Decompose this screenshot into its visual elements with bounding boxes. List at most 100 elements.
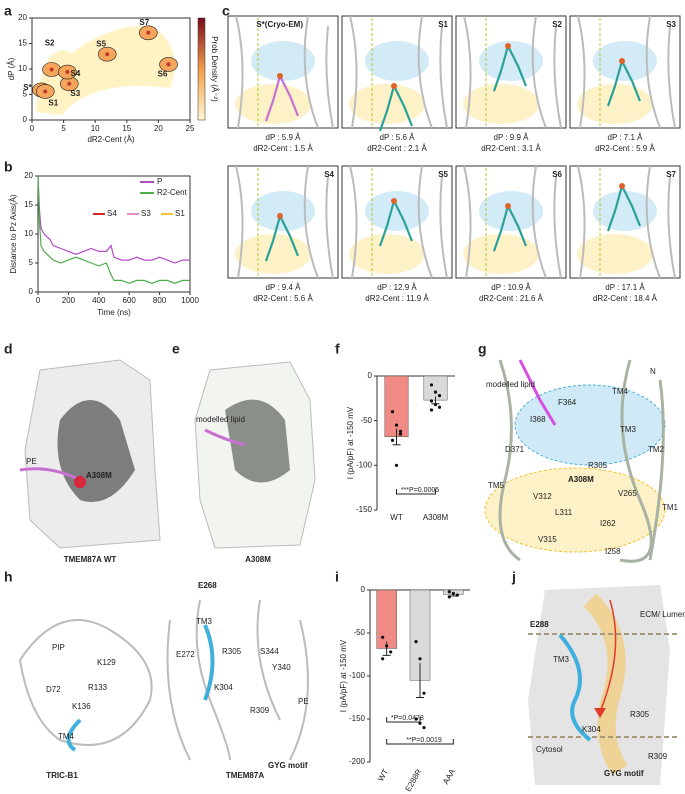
state-dp: dP : 17.1 Å bbox=[605, 283, 645, 292]
y-axis-label: Distance to Pz Axis(Å) bbox=[9, 194, 18, 273]
y-tick-label: -100 bbox=[356, 460, 373, 469]
state-point bbox=[146, 30, 151, 35]
data-point bbox=[398, 429, 403, 433]
residue-label: E288 bbox=[530, 620, 549, 629]
residue-label: modelled lipid bbox=[486, 380, 535, 389]
panel-letter: c bbox=[222, 3, 230, 19]
y-tick-label: 15 bbox=[18, 39, 27, 48]
state-dr: dR2-Cent : 3.1 Å bbox=[481, 144, 541, 153]
error-bar bbox=[416, 663, 424, 698]
lipid bbox=[264, 75, 300, 122]
panel-letter: h bbox=[4, 569, 13, 585]
significance-bracket bbox=[396, 489, 436, 495]
x-tick-label: 25 bbox=[186, 124, 195, 133]
data-point bbox=[418, 657, 422, 661]
panel-letter: e bbox=[172, 341, 180, 357]
label: modelled lipid bbox=[196, 415, 245, 424]
residue-label: ECM/ Lumen bbox=[640, 610, 685, 619]
headgroup bbox=[505, 203, 511, 209]
helices bbox=[349, 165, 448, 279]
x-axis-label: dR2-Cent (Å) bbox=[87, 135, 134, 144]
state-point bbox=[49, 67, 54, 72]
y-axis-label: I (pA/pF) at -150 mV bbox=[346, 406, 355, 479]
panel-g-structure bbox=[484, 359, 666, 563]
y-tick-label: 0 bbox=[29, 287, 34, 296]
x-tick-label: 400 bbox=[92, 296, 106, 305]
residue-label: V312 bbox=[533, 492, 552, 501]
data-point bbox=[394, 463, 399, 467]
state-dp: dP : 5.9 Å bbox=[266, 133, 302, 142]
residue-label: TM3 bbox=[196, 617, 213, 626]
y-tick-label: -50 bbox=[353, 628, 365, 637]
residue-label: TM3 bbox=[620, 425, 637, 434]
y-tick-label: -150 bbox=[349, 714, 366, 723]
data-point bbox=[389, 650, 393, 654]
x-tick-label: 15 bbox=[122, 124, 131, 133]
panel-letter: b bbox=[4, 159, 13, 175]
state-label: S2 bbox=[45, 39, 55, 48]
data-point bbox=[429, 383, 434, 387]
y-tick-label: 15 bbox=[24, 200, 33, 209]
lipid bbox=[492, 205, 528, 252]
panel-h-structure bbox=[18, 599, 309, 761]
state-point bbox=[166, 62, 171, 67]
data-point bbox=[447, 590, 451, 594]
residue-label: N bbox=[650, 367, 656, 376]
residue-label: E272 bbox=[176, 650, 195, 659]
helices bbox=[463, 165, 562, 279]
residue-label: R305 bbox=[630, 710, 650, 719]
residue-label: E268 bbox=[198, 581, 217, 590]
state-dr: dR2-Cent : 2.1 Å bbox=[367, 144, 427, 153]
panel-e-surface bbox=[194, 361, 316, 549]
lipid bbox=[492, 45, 528, 92]
error-bar bbox=[382, 641, 391, 656]
helices bbox=[235, 165, 334, 279]
headgroup bbox=[619, 183, 625, 189]
data-point bbox=[433, 402, 438, 407]
significance-label: ***P=0.0005 bbox=[401, 487, 439, 494]
data-point bbox=[385, 644, 389, 648]
x-tick-label: WT bbox=[390, 513, 403, 522]
pocket-upper bbox=[479, 41, 543, 81]
residue-label: R309 bbox=[648, 752, 668, 761]
helices bbox=[577, 165, 676, 279]
headgroup bbox=[391, 198, 397, 204]
x-tick-label: AAA bbox=[441, 767, 457, 786]
state-point bbox=[65, 70, 70, 75]
y-tick-label: -200 bbox=[349, 757, 366, 766]
state-label: S4 bbox=[70, 69, 80, 78]
panel-d-surface bbox=[19, 359, 161, 549]
label: A308M bbox=[86, 471, 112, 480]
y-tick-label: 10 bbox=[24, 229, 33, 238]
y-tick-label: 20 bbox=[18, 13, 27, 22]
panel-letter: j bbox=[511, 569, 516, 585]
pocket-upper bbox=[251, 191, 315, 231]
colorbar-label: Prob Density (Å⁻²) bbox=[210, 36, 219, 102]
data-point bbox=[394, 423, 399, 427]
data-point bbox=[381, 657, 385, 661]
state-title: S5 bbox=[438, 170, 448, 179]
data-point bbox=[447, 595, 451, 599]
state-label: S3 bbox=[70, 89, 80, 98]
state-dr: dR2-Cent : 5.9 Å bbox=[595, 144, 655, 153]
data-point bbox=[433, 390, 438, 394]
residue-label: R305 bbox=[588, 461, 608, 470]
x-tick-label: 200 bbox=[62, 296, 76, 305]
state-title: S4 bbox=[324, 170, 334, 179]
y-tick-label: -100 bbox=[349, 671, 366, 680]
y-axis-label: I (pA/pF) at -150 mV bbox=[339, 639, 348, 712]
helices bbox=[577, 15, 676, 129]
bar bbox=[423, 375, 448, 401]
headgroup bbox=[277, 73, 283, 79]
panel-letter: g bbox=[478, 341, 487, 357]
y-tick-label: 0 bbox=[23, 115, 28, 124]
error-bar bbox=[392, 428, 401, 446]
pocket-lower bbox=[349, 234, 425, 274]
state-dr: dR2-Cent : 11.9 Å bbox=[365, 294, 429, 303]
plot-area bbox=[37, 175, 191, 293]
state-dp: dP : 10.9 Å bbox=[491, 283, 531, 292]
x-tick-label: 600 bbox=[123, 296, 137, 305]
significance-label: *P=0.0478 bbox=[391, 715, 424, 722]
x-tick-label: 5 bbox=[61, 124, 66, 133]
